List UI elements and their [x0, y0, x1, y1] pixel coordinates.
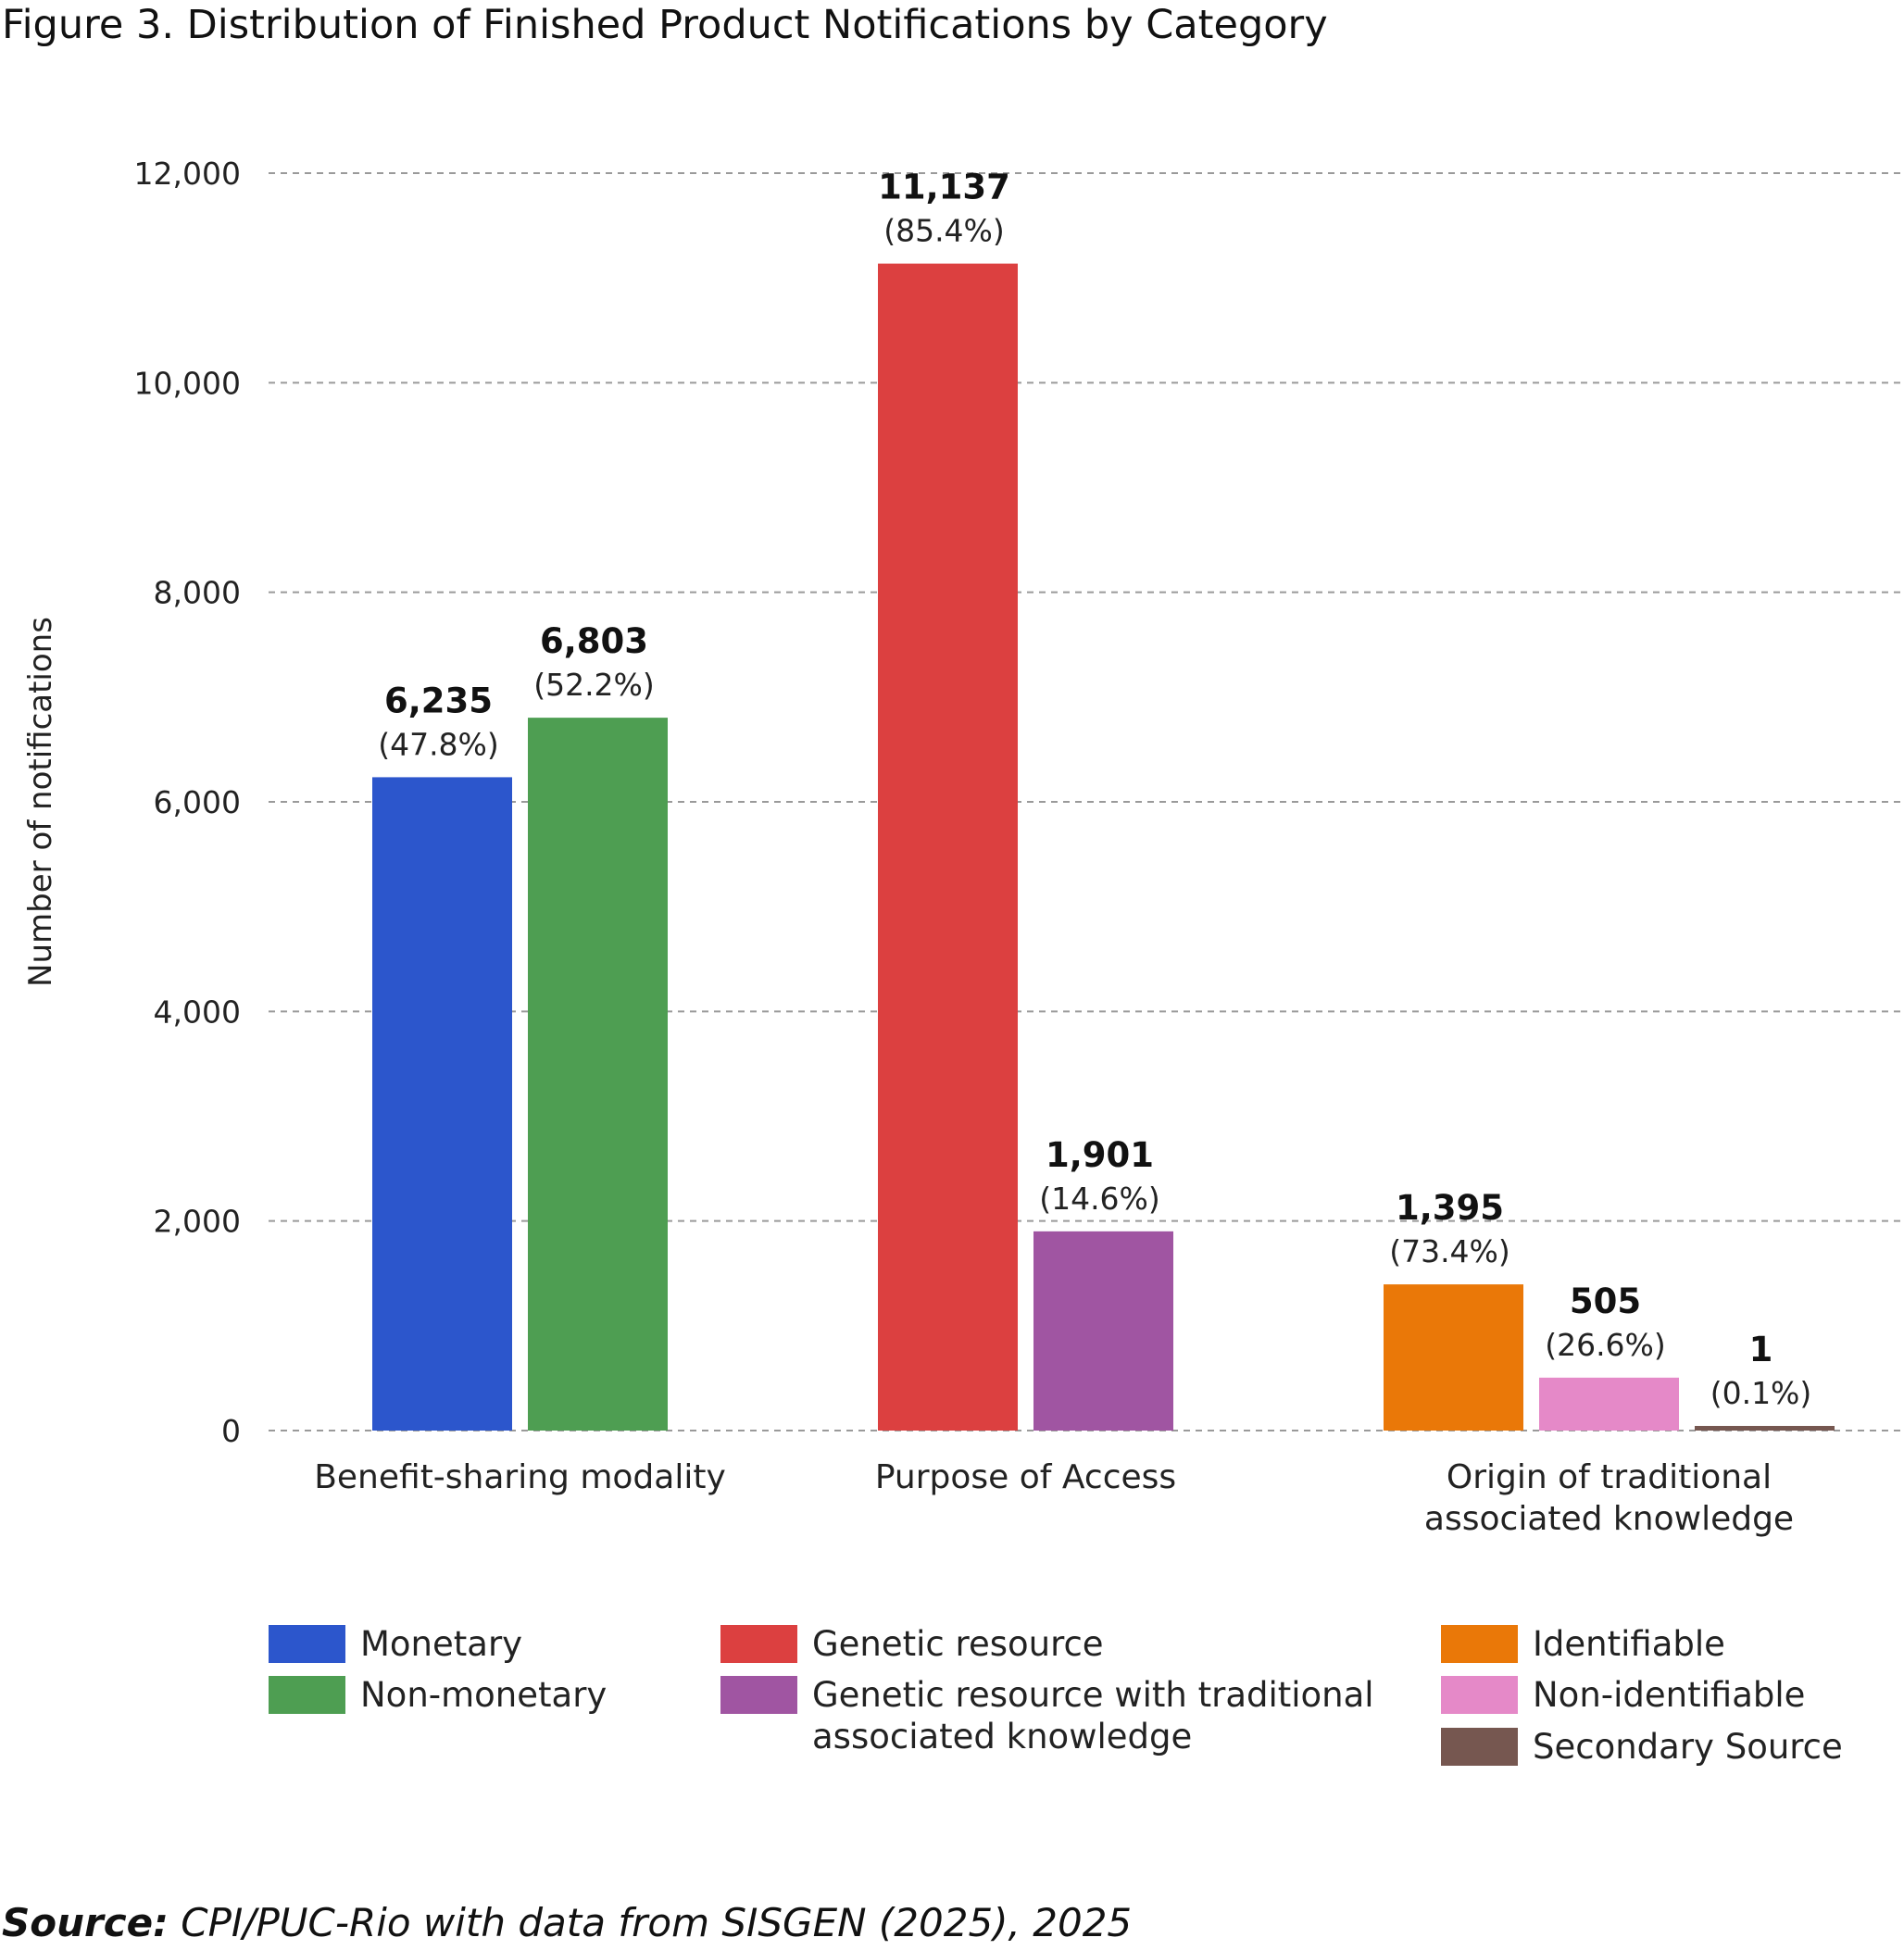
bar-monetary	[372, 777, 512, 1431]
y-tick-label: 8,000	[154, 575, 241, 611]
bar-percent-label: (0.1%)	[1710, 1375, 1812, 1411]
legend-label: Monetary	[360, 1624, 523, 1664]
chart-title: Figure 3. Distribution of Finished Produ…	[2, 2, 1328, 48]
y-axis-title: Number of notifications	[22, 617, 59, 987]
legend-item-non-monetary: Non-monetary	[269, 1675, 608, 1716]
bar-value-label: 1	[1749, 1330, 1773, 1369]
legend-swatch	[1441, 1625, 1518, 1663]
x-axis-categories: Benefit-sharing modality Purpose of Acces…	[314, 1458, 1794, 1538]
bar-chart: 0 2,000 4,000 6,000 8,000 10,000 12,000 Number…	[22, 156, 1904, 1538]
y-axis-ticks: 0 2,000 4,000 6,000 8,000 10,000 12,000	[134, 156, 241, 1449]
bar-value-label: 11,137	[878, 168, 1010, 207]
legend-item-secondary-source: Secondary Source	[1441, 1727, 1843, 1768]
legend-swatch	[1441, 1676, 1518, 1714]
bar-non-identifiable	[1539, 1377, 1679, 1431]
y-tick-label: 0	[221, 1413, 241, 1449]
bar-secondary-source	[1695, 1426, 1835, 1431]
bar-percent-label: (14.6%)	[1039, 1181, 1160, 1217]
legend-item-monetary: Monetary	[269, 1624, 523, 1665]
source-note: Source: CPI/PUC-Rio with data from SISGE…	[2, 1900, 1132, 1945]
legend-label: Non-identifiable	[1533, 1675, 1806, 1715]
bar-genetic-resource-with-traditional-associated-knowledge	[1033, 1231, 1173, 1431]
y-tick-label: 2,000	[154, 1204, 241, 1240]
legend-label: Genetic resource	[812, 1624, 1104, 1664]
bars	[372, 263, 1835, 1431]
y-tick-label: 10,000	[134, 365, 241, 401]
legend-label: Genetic resource with traditional associa…	[812, 1675, 1374, 1756]
bar-value-label: 1,395	[1396, 1188, 1504, 1228]
bar-genetic-resource	[878, 263, 1018, 1431]
legend-swatch	[269, 1676, 345, 1714]
x-category-label: associated knowledge	[1424, 1500, 1794, 1538]
data-labels: 6,235 (47.8%) 6,803 (52.2%) 11,137 (85.4%) 1,9…	[378, 168, 1811, 1411]
source-text: CPI/PUC-Rio with data from SISGEN (2025)…	[181, 1900, 1133, 1945]
bar-value-label: 1,901	[1046, 1135, 1154, 1175]
bar-value-label: 6,235	[384, 681, 493, 720]
bar-percent-label: (85.4%)	[883, 213, 1005, 249]
legend-swatch	[269, 1625, 345, 1663]
y-tick-label: 12,000	[134, 156, 241, 192]
y-tick-label: 4,000	[154, 994, 241, 1030]
y-tick-label: 6,000	[154, 784, 241, 820]
bar-percent-label: (26.6%)	[1545, 1327, 1666, 1363]
legend-item-genetic-resource-with-traditional-associated-knowledge: Genetic resource with traditional associa…	[720, 1675, 1374, 1757]
legend-item-non-identifiable: Non-identifiable	[1441, 1675, 1806, 1716]
legend-label: Non-monetary	[360, 1675, 608, 1715]
x-category-label: Benefit-sharing modality	[314, 1458, 726, 1496]
x-category-label: Origin of traditional	[1447, 1458, 1772, 1496]
bar-identifiable	[1384, 1284, 1523, 1431]
x-category-label: Purpose of Access	[875, 1458, 1176, 1496]
bar-value-label: 6,803	[540, 621, 648, 661]
legend-item-genetic-resource: Genetic resource	[720, 1624, 1104, 1665]
legend-swatch	[720, 1676, 797, 1714]
legend-swatch	[720, 1625, 797, 1663]
legend-swatch	[1441, 1728, 1518, 1766]
source-label: Source:	[2, 1900, 169, 1945]
bar-percent-label: (47.8%)	[378, 726, 499, 762]
legend-label: Secondary Source	[1533, 1727, 1843, 1767]
bar-percent-label: (73.4%)	[1389, 1233, 1510, 1269]
legend-label: Identifiable	[1533, 1624, 1725, 1664]
bar-value-label: 505	[1570, 1281, 1641, 1321]
legend-item-identifiable: Identifiable	[1441, 1624, 1725, 1665]
bar-non-monetary	[528, 718, 668, 1431]
bar-percent-label: (52.2%)	[533, 667, 655, 703]
